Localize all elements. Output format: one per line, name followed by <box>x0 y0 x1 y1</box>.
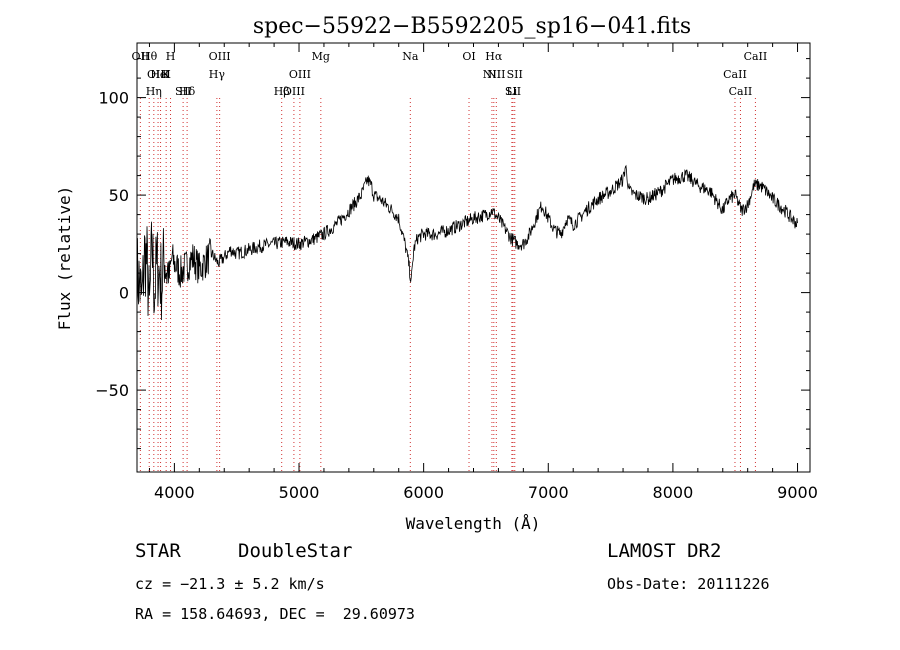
x-tick-label: 6000 <box>403 483 444 502</box>
object-subclass: DoubleStar <box>238 540 353 562</box>
spectral-line-label: NII <box>483 68 501 81</box>
x-axis-label: Wavelength (Å) <box>406 514 541 533</box>
y-tick-label: 0 <box>119 284 129 303</box>
spectral-line-label: SII <box>507 68 523 81</box>
spectral-line-label: OIII <box>209 50 231 63</box>
x-tick-label: 9000 <box>777 483 818 502</box>
spectral-line-label: K <box>162 68 171 81</box>
object-class: STAR <box>135 540 181 562</box>
spectral-line-label: Hβ <box>274 85 290 98</box>
observation-date: Obs-Date: 20111226 <box>607 575 770 593</box>
x-tick-label: 7000 <box>528 483 569 502</box>
spectral-line-label: H <box>166 50 176 63</box>
spectral-line-label: Hγ <box>209 68 226 81</box>
spectral-line-label: Hη <box>146 85 162 98</box>
redshift-readout: cz = −21.3 ± 5.2 km/s <box>135 575 325 593</box>
spectral-line-label: SII <box>505 85 521 98</box>
chart-title: spec−55922−B5592205_sp16−041.fits <box>253 14 691 39</box>
spectral-line-label: Hθ <box>141 50 158 63</box>
axis-ticks: 4000 5000 6000 7000 8000 9000 −50 0 50 100 <box>95 43 818 502</box>
spectral-line-label: Mg <box>312 50 330 63</box>
spectral-line-label: CaII <box>729 85 753 98</box>
spectral-line-label: OI <box>462 50 475 63</box>
x-tick-label: 4000 <box>154 483 195 502</box>
spectral-line-label: HeI <box>150 68 170 81</box>
coordinates-readout: RA = 158.64693, DEC = 29.60973 <box>135 605 415 623</box>
spectral-line-label: SII <box>175 85 191 98</box>
spectral-line-label: NII <box>487 68 505 81</box>
spectral-line-label: Hδ <box>179 85 196 98</box>
y-tick-label: −50 <box>95 381 129 400</box>
x-tick-label: 5000 <box>279 483 320 502</box>
spectral-line-label: CaII <box>723 68 747 81</box>
survey-name: LAMOST DR2 <box>607 540 722 562</box>
x-tick-label: 8000 <box>653 483 694 502</box>
spectral-line-label: OIII <box>283 85 305 98</box>
line-markers: HθKHδOIIHeISIIOIIIOIIIHηHHγHβMgOIIIOIIIN… <box>132 50 768 472</box>
spectrum-line <box>136 164 798 321</box>
spectral-line-label: Hα <box>485 50 503 63</box>
spectrum-series <box>136 164 798 321</box>
spectral-line-label: Li <box>506 85 517 98</box>
spectral-line-label: OIII <box>289 68 311 81</box>
y-axis-label: Flux (relative) <box>55 186 74 331</box>
spectral-line-label: OIII <box>147 68 169 81</box>
y-tick-label: 100 <box>98 89 129 108</box>
spectral-line-label: CaII <box>744 50 768 63</box>
spectral-line-label: OII <box>132 50 150 63</box>
spectral-line-label: Na <box>402 50 419 63</box>
plot-frame <box>136 42 811 473</box>
y-tick-label: 50 <box>109 186 129 205</box>
